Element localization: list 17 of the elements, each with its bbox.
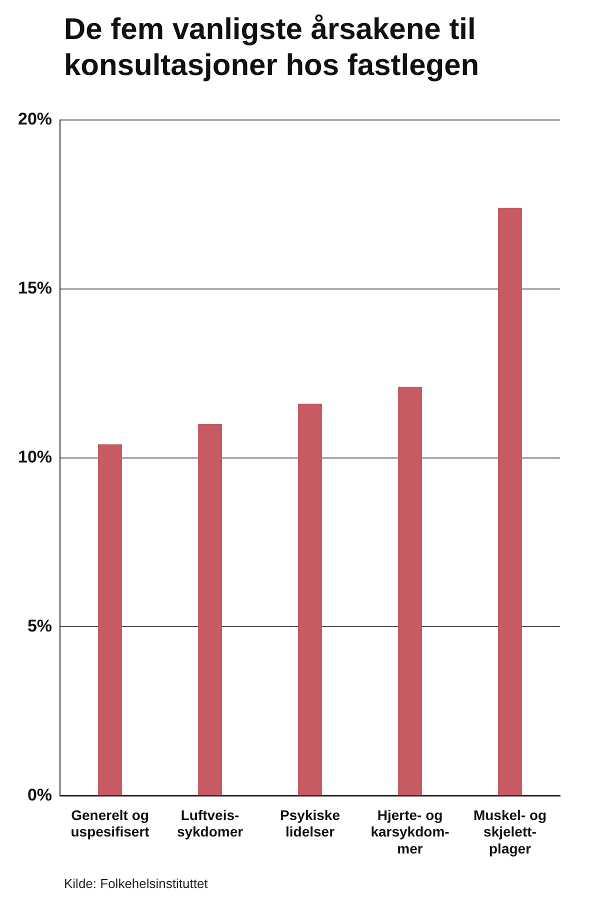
bar: [498, 208, 522, 796]
y-tick-label: 20%: [18, 110, 52, 129]
x-tick-label: Muskel- og skjelett- plager: [473, 806, 547, 856]
x-tick-label: Generelt og uspesifisert: [70, 806, 150, 840]
x-tick-label: Luftveis- sykdomer: [176, 806, 244, 840]
bar: [198, 424, 222, 796]
x-tick-label: Psykiske lidelser: [280, 806, 340, 840]
y-tick-label: 0%: [27, 785, 52, 804]
y-tick-label: 5%: [27, 616, 52, 636]
chart-title: De fem vanligste årsakene til konsultasjoner hos fastlegen: [64, 12, 480, 84]
bar: [398, 386, 422, 796]
bar: [298, 404, 322, 796]
x-tick-label: Hjerte- og karsykdom- mer: [370, 806, 450, 856]
text: Kilde: Folkehelsinstituttet: [64, 876, 208, 891]
y-tick-label: 10%: [18, 447, 52, 466]
bar: [98, 444, 122, 796]
y-tick-label: 15%: [18, 278, 52, 298]
